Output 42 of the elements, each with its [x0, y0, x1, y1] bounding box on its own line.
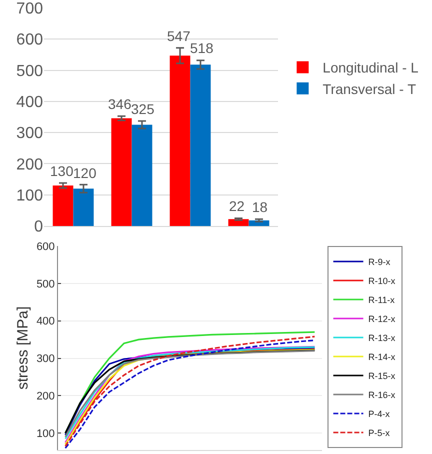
bar: [170, 56, 190, 226]
y-tick-label: 400: [16, 94, 44, 112]
y-tick-label: 600: [36, 240, 55, 253]
legend-label: R-13-x: [368, 333, 396, 344]
y-tick-label: 100: [16, 187, 44, 204]
bar: [73, 188, 94, 226]
data-label: 18: [252, 199, 268, 215]
legend-label: R-16-x: [368, 390, 396, 400]
bar: [52, 186, 74, 226]
data-label: 547: [167, 28, 191, 44]
y-tick-label: 300: [36, 353, 55, 366]
legend-label: R-12-x: [368, 314, 396, 324]
legend-label: P-5-x: [368, 428, 390, 438]
y-tick-label: 200: [16, 156, 44, 174]
y-tick-label: 0: [34, 218, 44, 236]
data-label: 518: [190, 40, 214, 56]
legend-label: Longitudinal - L: [322, 60, 419, 76]
data-label: 325: [131, 101, 155, 117]
bar: [132, 124, 152, 226]
legend-label: R-14-x: [368, 352, 396, 362]
data-label: 130: [50, 163, 74, 179]
legend-label: Transversal - T: [322, 80, 416, 97]
legend-label: R-10-x: [368, 276, 396, 286]
y-axis-title: stress [MPa]: [14, 306, 32, 390]
y-tick-label: 400: [36, 316, 55, 328]
y-tick-label: 300: [16, 125, 44, 142]
legend-label: R-11-x: [368, 295, 396, 306]
data-label: 120: [73, 165, 97, 181]
data-label: 22: [229, 198, 245, 214]
bar: [228, 219, 249, 226]
y-tick-label: 600: [16, 32, 44, 49]
legend-label: R-9-x: [368, 257, 391, 268]
y-tick-label: 500: [36, 278, 55, 290]
y-tick-label: 700: [16, 0, 44, 18]
bar: [111, 118, 132, 226]
legend-label: P-4-x: [368, 409, 390, 420]
y-tick-label: 100: [36, 428, 55, 440]
data-label: 346: [108, 96, 132, 112]
bar: [190, 64, 211, 226]
legend-label: R-15-x: [368, 371, 396, 382]
y-tick-label: 200: [36, 390, 55, 403]
y-tick-label: 500: [16, 62, 44, 80]
